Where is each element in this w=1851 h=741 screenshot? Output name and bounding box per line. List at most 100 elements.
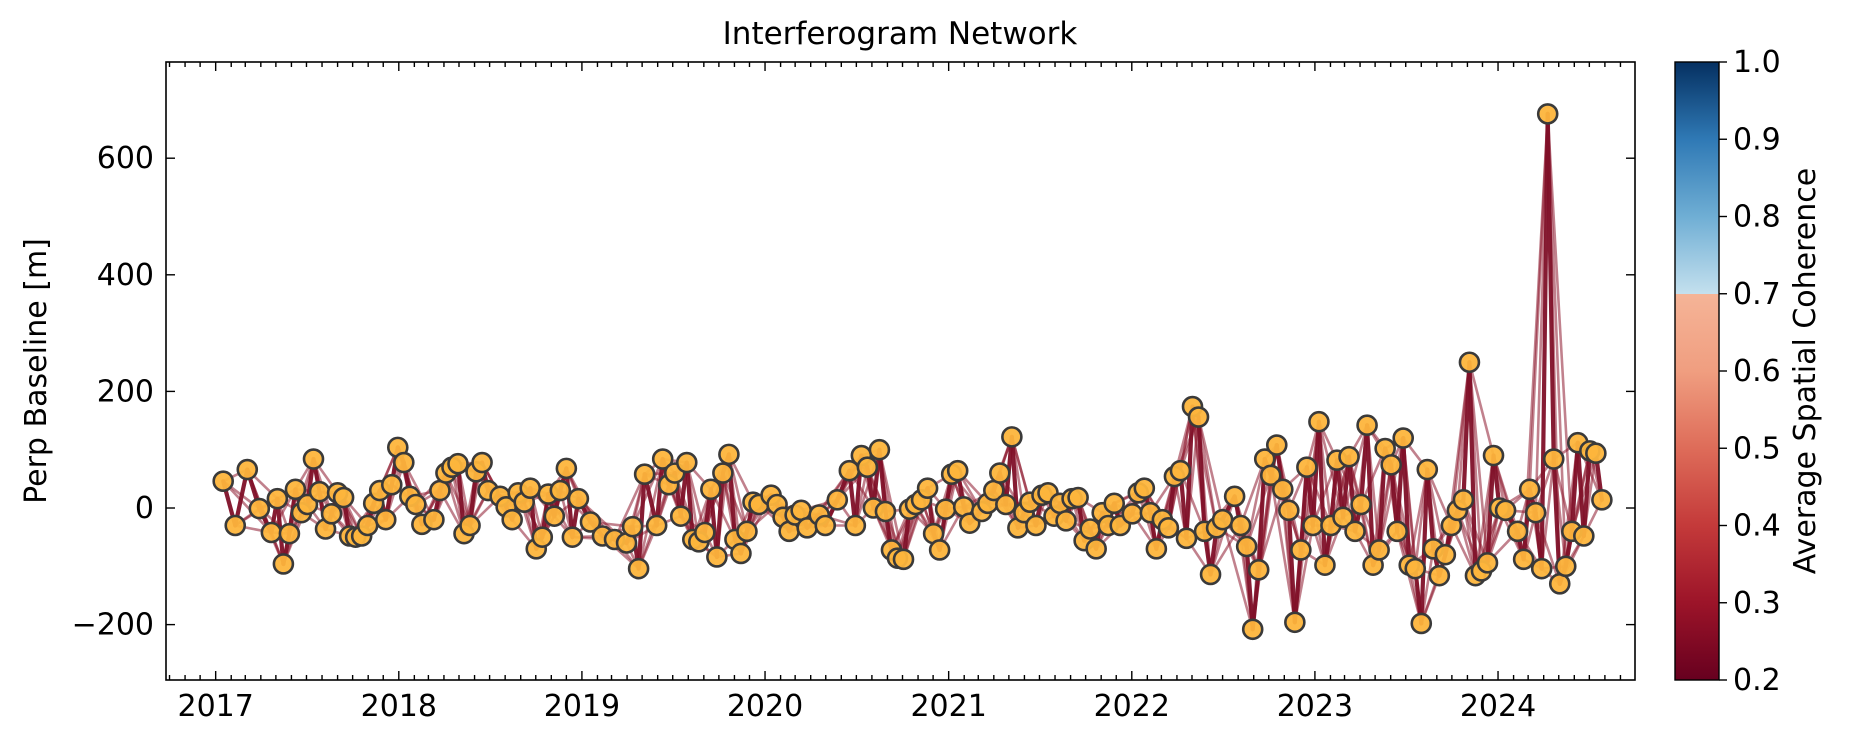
acquisition-point xyxy=(1247,559,1270,581)
acquisition-point xyxy=(1265,434,1288,456)
acquisition-point xyxy=(1314,554,1336,576)
acquisition-point xyxy=(627,557,650,580)
acquisition-point xyxy=(1476,552,1499,574)
acquisition-point xyxy=(1380,454,1402,476)
acquisition-point xyxy=(1554,555,1577,578)
acquisition-point xyxy=(1308,410,1330,433)
x-tick-label: 2023 xyxy=(1277,689,1353,724)
acquisition-point xyxy=(447,452,469,475)
acquisition-point xyxy=(989,462,1011,484)
acquisition-point xyxy=(374,508,397,531)
acquisition-point xyxy=(1368,539,1390,561)
acquisition-point xyxy=(1344,520,1366,543)
acquisition-point xyxy=(844,514,867,537)
interferogram-edge xyxy=(1221,518,1254,631)
acquisition-point xyxy=(1199,563,1222,586)
acquisition-point xyxy=(1428,564,1451,587)
acquisition-point xyxy=(826,489,849,511)
acquisition-point xyxy=(1482,444,1505,467)
acquisition-point xyxy=(1175,527,1198,550)
colorbar-tick-label: 0.3 xyxy=(1733,586,1781,621)
acquisition-point xyxy=(1591,489,1613,511)
acquisition-point xyxy=(555,457,578,480)
acquisition-point xyxy=(1145,538,1168,560)
acquisition-nodes xyxy=(212,103,1613,641)
interferogram-edge xyxy=(637,457,664,570)
acquisition-point xyxy=(1278,499,1300,522)
interferogram-edge xyxy=(1286,508,1297,625)
interferogram-edge xyxy=(1425,467,1436,551)
acquisition-point xyxy=(706,546,728,568)
colorbar-title: Average Spatial Coherence xyxy=(1788,168,1823,574)
acquisition-point xyxy=(260,521,283,544)
y-axis-title: Perp Baseline [m] xyxy=(19,238,54,504)
y-axis: −200 0 200 400 600 xyxy=(72,141,1635,643)
acquisition-point xyxy=(946,459,969,482)
acquisition-point xyxy=(1211,508,1234,531)
interferogram-edge xyxy=(1534,511,1562,586)
acquisition-point xyxy=(1296,456,1318,478)
acquisition-point xyxy=(874,500,897,523)
acquisition-point xyxy=(934,498,957,520)
acquisition-point xyxy=(429,479,451,502)
acquisition-point xyxy=(543,505,566,527)
acquisition-point xyxy=(567,487,590,510)
acquisition-point xyxy=(1332,506,1354,529)
acquisition-point xyxy=(651,448,674,470)
y-tick-label: 600 xyxy=(97,141,154,176)
interferogram-edge xyxy=(1346,454,1358,534)
acquisition-point xyxy=(1434,543,1457,566)
acquisition-point xyxy=(868,438,891,461)
interferogram-edge xyxy=(1239,457,1267,527)
acquisition-point xyxy=(1302,514,1324,537)
acquisition-point xyxy=(1410,612,1433,635)
acquisition-point xyxy=(814,514,837,537)
x-tick-label: 2018 xyxy=(361,689,437,724)
acquisition-point xyxy=(1585,442,1607,465)
interferogram-edge xyxy=(1539,111,1550,571)
y-tick-label: 0 xyxy=(135,491,154,526)
interferogram-edge xyxy=(1581,448,1592,539)
acquisition-point xyxy=(308,480,331,503)
colorbar-tick-label: 0.8 xyxy=(1733,200,1781,235)
interferogram-edge xyxy=(1468,360,1495,457)
acquisition-point xyxy=(1025,514,1047,537)
interferogram-edge xyxy=(1467,360,1478,578)
acquisition-point xyxy=(1404,557,1427,580)
interferogram-edges xyxy=(221,111,1604,632)
interferogram-edge xyxy=(221,479,273,534)
colorbar: 0.2 0.3 0.4 0.5 0.6 0.7 0.8 0.9 1.0 Average Spat… xyxy=(1674,45,1823,698)
acquisition-point xyxy=(549,479,572,502)
acquisition-point xyxy=(1452,489,1475,511)
acquisition-point xyxy=(561,526,584,548)
acquisition-point xyxy=(405,493,427,516)
acquisition-point xyxy=(459,514,481,537)
acquisition-point xyxy=(1187,406,1210,428)
acquisition-point xyxy=(1392,427,1415,449)
acquisition-point xyxy=(1524,501,1547,524)
acquisition-point xyxy=(1259,464,1282,487)
x-tick-label: 2024 xyxy=(1460,689,1536,724)
acquisition-point xyxy=(1133,477,1156,499)
interferogram-edge xyxy=(1292,547,1303,625)
x-tick-label: 2021 xyxy=(910,689,986,724)
acquisition-point xyxy=(1290,539,1312,561)
acquisition-point xyxy=(1055,510,1077,532)
acquisition-point xyxy=(278,522,301,545)
acquisition-point xyxy=(423,508,445,531)
y-tick-label: 400 xyxy=(97,258,154,293)
acquisition-point xyxy=(669,505,692,527)
acquisition-point xyxy=(380,473,403,496)
acquisition-point xyxy=(1079,518,1101,540)
acquisition-point xyxy=(212,470,234,492)
y-tick-label: 200 xyxy=(97,374,154,409)
interferogram-edge xyxy=(1521,487,1532,562)
acquisition-point xyxy=(471,451,493,474)
interferogram-edge xyxy=(1328,458,1340,528)
acquisition-point xyxy=(356,514,379,537)
interferogram-edge xyxy=(1269,474,1297,624)
interferogram-edge xyxy=(714,470,725,560)
acquisition-point xyxy=(1338,445,1360,468)
acquisition-point xyxy=(1506,520,1529,543)
